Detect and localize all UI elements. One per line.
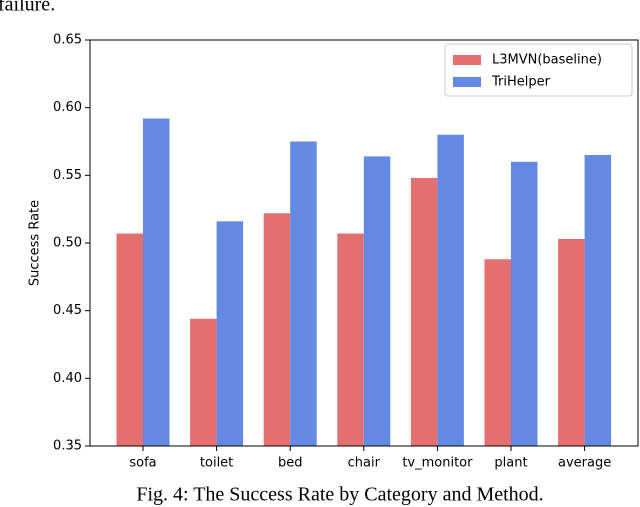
- top-text: failure.: [0, 0, 55, 16]
- legend-swatch: [453, 55, 481, 65]
- x-tick-label: plant: [494, 456, 527, 471]
- bar: [511, 161, 538, 447]
- x-tick-label: chair: [348, 456, 381, 471]
- bar: [190, 318, 217, 446]
- bar: [484, 259, 511, 446]
- y-tick-label: 0.50: [53, 236, 82, 251]
- bar: [410, 178, 438, 447]
- bar: [290, 141, 317, 446]
- y-tick-label: 0.60: [53, 100, 82, 115]
- legend-swatch: [453, 77, 481, 87]
- bar: [216, 221, 244, 446]
- y-tick-label: 0.35: [53, 439, 82, 454]
- bar: [363, 156, 391, 447]
- legend-label: TriHelper: [491, 75, 551, 90]
- legend-box: [444, 43, 633, 97]
- y-tick-label: 0.45: [53, 303, 82, 318]
- x-tick-label: sofa: [129, 456, 156, 471]
- x-tick-label: bed: [278, 456, 303, 471]
- bar: [143, 118, 170, 446]
- y-tick-label: 0.40: [53, 371, 82, 386]
- y-tick-label: 0.65: [53, 33, 82, 48]
- x-tick-label: toilet: [200, 456, 233, 471]
- legend-label: L3MVN(baseline): [492, 53, 602, 68]
- plot-frame: [89, 39, 639, 447]
- bar: [337, 233, 364, 446]
- bar: [437, 134, 464, 446]
- x-tick-label: average: [558, 456, 611, 471]
- y-tick-label: 0.55: [53, 168, 82, 183]
- bar: [584, 155, 612, 447]
- x-tick-label: tv_monitor: [402, 456, 473, 471]
- bar: [558, 238, 585, 446]
- bar: [263, 213, 291, 446]
- caption: Fig. 4: The Success Rate by Category and…: [136, 484, 543, 506]
- y-axis-label: Success Rate: [28, 200, 43, 286]
- bar: [116, 233, 143, 446]
